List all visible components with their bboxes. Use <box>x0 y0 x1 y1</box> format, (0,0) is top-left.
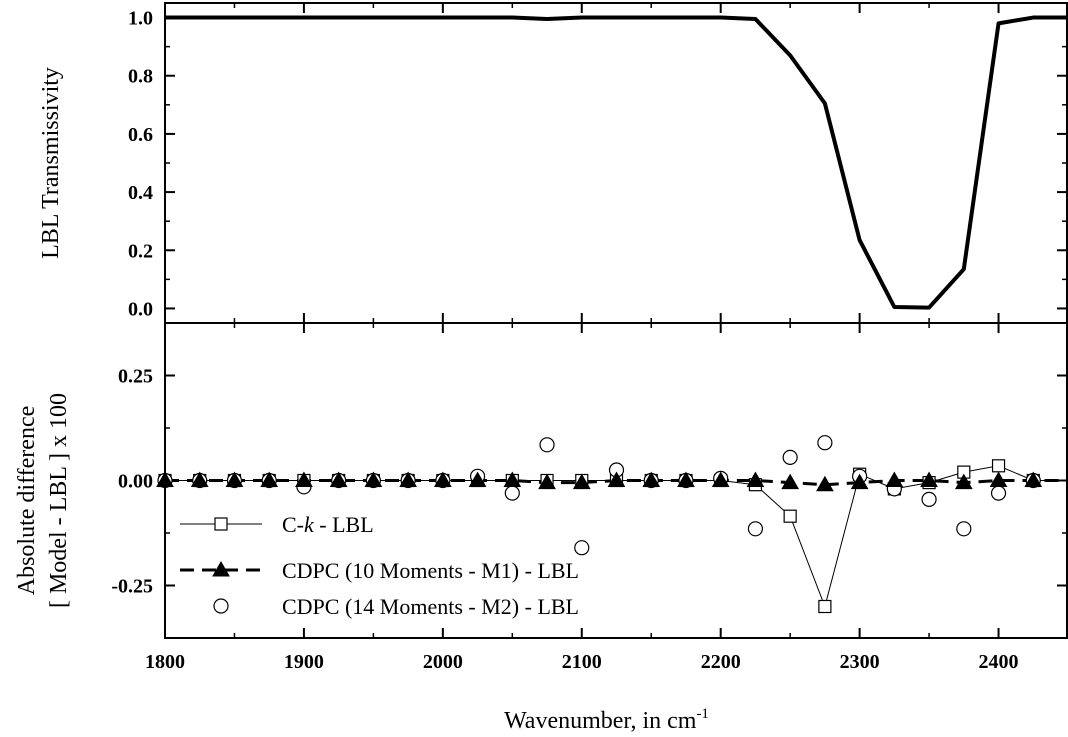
m2-point <box>783 450 797 464</box>
ck-point <box>993 460 1005 472</box>
bottom-y-tick-label: -0.25 <box>111 576 153 598</box>
x-tick-label: 2400 <box>979 651 1019 673</box>
m2-point <box>957 522 971 536</box>
x-tick-label: 2100 <box>562 651 602 673</box>
top-y-tick-label: 0.0 <box>128 298 153 320</box>
legend: C-k - LBL CDPC (10 Moments - M1) - LBL CDP… <box>180 512 579 619</box>
top-y-tick-label: 0.4 <box>128 182 153 204</box>
top-y-axis-label: LBL Transmissivity <box>38 67 64 259</box>
top-y-tick-label: 1.0 <box>128 8 153 30</box>
bottom-y-axis-label-line2: [ Model - LBL ] x 100 <box>46 393 72 608</box>
transmissivity-line <box>165 18 1068 308</box>
legend-ck-label-prefix: C- <box>282 512 304 537</box>
m2-point <box>505 486 519 500</box>
bottom-panel: 1800 1900 2000 2100 2200 2300 2400 -0.25 0.00 0.2… <box>111 323 1068 673</box>
legend-m2-marker <box>214 599 228 613</box>
m2-point <box>540 438 554 452</box>
top-y-tick-label: 0.2 <box>128 240 153 262</box>
m2-point <box>818 436 832 450</box>
legend-m2-label: CDPC (14 Moments - M2) - LBL <box>282 594 579 619</box>
x-axis-label-superscript: -1 <box>696 706 709 722</box>
x-tick-label: 1900 <box>284 651 324 673</box>
x-axis-label: Wavenumber, in cm-1 <box>504 706 709 734</box>
x-tick-label: 1800 <box>145 651 185 673</box>
top-y-tick-label: 0.8 <box>128 66 153 88</box>
ck-point <box>819 601 831 613</box>
m2-point <box>992 486 1006 500</box>
x-axis-label-text: Wavenumber, in cm <box>504 708 697 734</box>
m2-point <box>748 522 762 536</box>
x-tick-label: 2300 <box>840 651 880 673</box>
m2-point <box>575 541 589 555</box>
bottom-y-tick-label: 0.25 <box>118 366 153 388</box>
legend-m1-label: CDPC (10 Moments - M1) - LBL <box>282 558 579 583</box>
legend-ck-marker <box>215 518 227 530</box>
m2-point <box>922 492 936 506</box>
top-y-tick-label: 0.6 <box>128 124 153 146</box>
bottom-y-tick-label: 0.00 <box>118 471 153 493</box>
legend-ck-label-suffix: - LBL <box>314 512 374 537</box>
x-tick-label: 2200 <box>701 651 741 673</box>
legend-ck-label: C-k - LBL <box>282 512 374 537</box>
top-plot-frame <box>165 3 1067 323</box>
top-panel: 0.0 0.2 0.4 0.6 0.8 1.0 <box>128 3 1068 323</box>
x-tick-label: 2000 <box>423 651 463 673</box>
bottom-y-axis-label-line1: Absolute difference <box>14 406 40 595</box>
ck-point <box>784 510 796 522</box>
